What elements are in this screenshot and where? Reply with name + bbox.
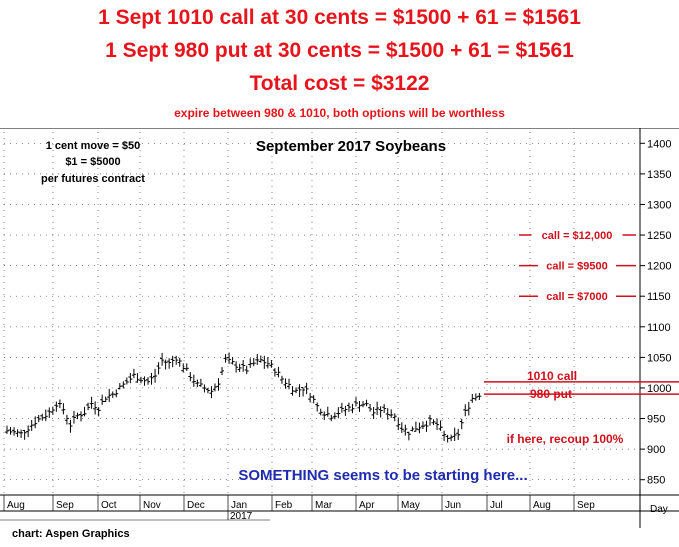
x-tick-label: Jun <box>445 500 461 511</box>
year-label: 2017 <box>230 511 253 522</box>
x-tick-label: Feb <box>275 500 293 511</box>
x-tick-label: Dec <box>187 500 205 511</box>
x-tick-label: Mar <box>315 500 333 511</box>
chart-grid <box>0 128 679 528</box>
x-tick-label: Jul <box>490 500 503 511</box>
payoff-level-label: call = $9500 <box>546 261 607 273</box>
y-tick-label: 1150 <box>647 291 671 303</box>
chart-text: September 2017 Soybeans 1 cent move = $50… <box>41 138 624 484</box>
y-tick-label: 1250 <box>647 230 671 242</box>
x-tick-label: May <box>401 500 420 511</box>
x-tick-label: Oct <box>101 500 117 511</box>
y-tick-label: 900 <box>647 444 665 456</box>
payoff-level-label: call = $7000 <box>546 291 607 303</box>
y-axis: 850 900 950 1000 1050 1100 1150 1200 1250 1300 135… <box>640 138 671 487</box>
x-tick-label: Aug <box>7 500 25 511</box>
y-tick-label: 1300 <box>647 199 671 211</box>
x-tick-label: Aug <box>533 500 551 511</box>
soybean-price-chart: 1010 call 980 put call = $12,000 call = $95… <box>0 128 679 528</box>
y-tick-label: 1100 <box>647 322 671 334</box>
y-tick-label: 1200 <box>647 261 671 273</box>
x-axis: Aug Sep Oct Nov Dec Jan Feb Mar Apr May Jun Jul Aug S… <box>3 495 668 522</box>
headline-total-cost: Total cost = $3122 <box>249 72 430 95</box>
y-tick-label: 1000 <box>647 383 671 395</box>
y-tick-label: 1050 <box>647 352 671 364</box>
payoff-label-bg <box>538 259 616 272</box>
y-tick-label: 850 <box>647 475 665 487</box>
payoff-label-bg <box>531 229 623 242</box>
x-axis-unit-label: Day <box>650 504 668 515</box>
y-tick-label: 950 <box>647 414 665 426</box>
headline-put-cost: 1 Sept 980 put at 30 cents = $1500 + 61 … <box>105 39 574 62</box>
payoff-level-label: call = $12,000 <box>542 230 613 242</box>
something-callout: SOMETHING seems to be starting here... <box>238 467 527 484</box>
y-tick-label: 1400 <box>647 138 671 150</box>
info-line-1: 1 cent move = $50 <box>46 140 140 152</box>
chart-credit: chart: Aspen Graphics <box>12 528 130 540</box>
x-tick-label: Apr <box>359 500 375 511</box>
y-tick-label: 1350 <box>647 169 671 181</box>
chart-title: September 2017 Soybeans <box>256 138 446 155</box>
headline-call-cost: 1 Sept 1010 call at 30 cents = $1500 + 6… <box>98 6 581 29</box>
strike-level-label: 980 put <box>530 387 572 401</box>
info-line-3: per futures contract <box>41 173 145 185</box>
recoup-annotation: if here, recoup 100% <box>507 432 624 446</box>
price-bars <box>5 352 482 443</box>
x-tick-label: Sep <box>56 500 74 511</box>
x-tick-label: Jan <box>231 500 247 511</box>
payoff-label-bg <box>538 290 616 303</box>
x-tick-label: Sep <box>577 500 595 511</box>
headline-expiry-note: expire between 980 & 1010, both options … <box>174 106 505 120</box>
option-levels: 1010 call 980 put call = $12,000 call = $95… <box>484 229 679 401</box>
strike-level-label: 1010 call <box>527 369 577 383</box>
x-tick-label: Nov <box>143 500 161 511</box>
info-line-2: $1 = $5000 <box>65 156 120 168</box>
